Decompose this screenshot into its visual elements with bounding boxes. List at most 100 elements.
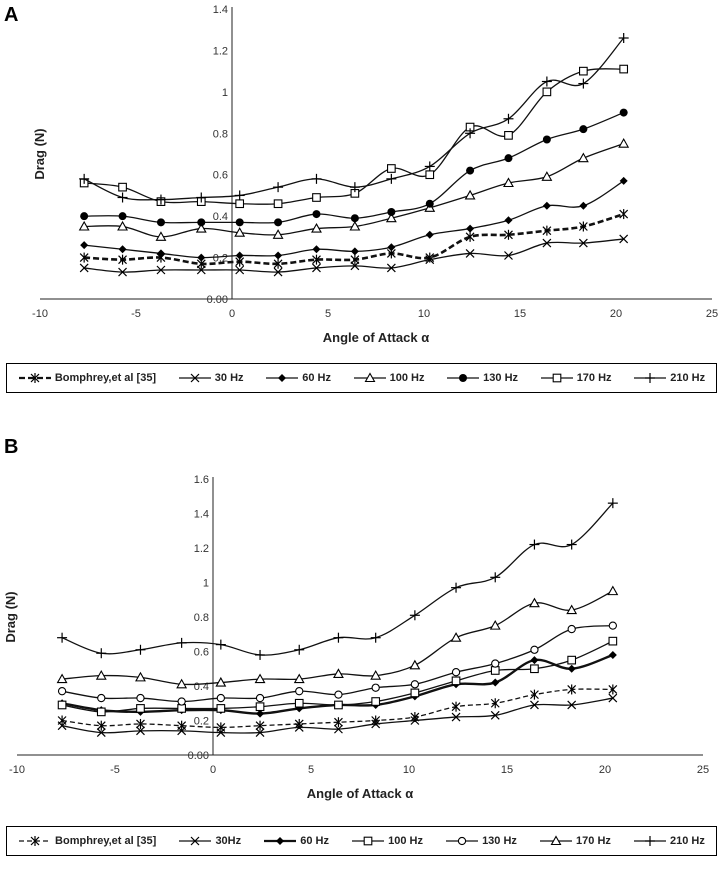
b-legend-item-100-hz: 100 Hz <box>351 834 423 848</box>
a-series-170-hz-point <box>425 170 435 180</box>
a-x-tick-label: 20 <box>610 308 622 320</box>
b-series-130-hz <box>57 621 617 706</box>
a-series-30-hz-point <box>273 267 283 277</box>
b-series-bomphrey-et-al-35-point <box>334 717 343 728</box>
a-series-bomphrey-et-al-35-point <box>578 221 588 232</box>
a-series-130-hz-point <box>156 218 165 227</box>
b-series-100-hz-point <box>410 688 420 698</box>
a-legend-item-bomphrey-et-al-35: Bomphrey,et al [35] <box>18 371 156 385</box>
a-series-bomphrey-et-al-35 <box>79 209 629 269</box>
b-y-axis-label: Drag (N) <box>3 591 18 642</box>
b-series-100-hz-point <box>136 704 145 713</box>
b-x-tick-label: -5 <box>110 764 120 776</box>
a-y-tick-label: 0.4 <box>213 211 228 223</box>
a-series-30-hz-point <box>118 267 127 277</box>
b-series-60-hz-point <box>256 709 265 718</box>
b-series-100-hz-point <box>57 700 67 710</box>
b-series-bomphrey-et-al-35-point <box>608 684 618 695</box>
a-series-170-hz-point <box>579 66 588 76</box>
b-legend-label: 30Hz <box>215 835 242 847</box>
b-series-130-hz-point <box>371 683 380 692</box>
a-legend-swatch-bomphrey-et-al-35 <box>18 373 51 383</box>
a-series-210-hz-line <box>83 37 625 201</box>
b-series-170-hz <box>56 585 619 689</box>
a-series-60-hz-point <box>274 251 283 260</box>
b-series-170-hz-point <box>450 632 462 642</box>
b-series-130-hz-point <box>334 690 343 699</box>
a-series-100-hz-point <box>618 138 630 148</box>
b-series-130-hz-point <box>530 645 539 654</box>
a-series-bomphrey-et-al-35-point <box>619 209 629 220</box>
b-series-100-hz-point <box>177 704 186 713</box>
b-series-210-hz-point <box>176 637 187 648</box>
a-legend-label: 170 Hz <box>576 372 612 384</box>
a-legend-marker <box>278 374 287 382</box>
a-series-210-hz-point <box>311 173 322 184</box>
a-series-60-hz-point <box>387 243 396 252</box>
b-series-30hz-point <box>371 719 381 729</box>
a-series-30-hz-point <box>425 255 435 265</box>
b-series-130-hz-point <box>97 693 106 703</box>
a-series-30-hz-point <box>504 251 513 260</box>
a-series-210-hz-point <box>234 190 245 201</box>
b-series-210-hz-point <box>333 632 344 643</box>
b-x-tick-label: -10 <box>9 764 25 776</box>
b-series-170-hz-point <box>176 678 188 689</box>
b-legend-label: 60 Hz <box>300 835 329 847</box>
a-series-210-hz-point <box>386 173 397 184</box>
b-x-tick-label: 10 <box>403 764 415 776</box>
a-series-170-hz-point <box>542 87 552 97</box>
a-x-tick-label: 25 <box>706 308 718 320</box>
b-series-100-hz-point <box>530 664 539 674</box>
a-y-axis-label: Drag (N) <box>32 128 47 179</box>
b-series-210-hz-point <box>607 498 618 509</box>
b-x-tick-label: 15 <box>501 764 513 776</box>
b-x-tick-label: 20 <box>599 764 611 776</box>
b-series-60-hz-point <box>491 678 500 687</box>
a-y-tick-label: 1 <box>222 87 228 99</box>
legend-b: Bomphrey,et al [35] 30Hz 60 Hz 100 Hz 130 Hz… <box>6 826 717 856</box>
a-series-130-hz-point <box>425 199 434 208</box>
a-series-210-hz-point <box>155 194 166 205</box>
b-series-100-hz-point <box>371 697 381 706</box>
a-legend-marker <box>645 373 656 383</box>
b-series-210-hz-point <box>409 610 420 621</box>
b-series-130-hz-point <box>177 697 186 706</box>
b-series-170-hz-point <box>293 673 305 684</box>
a-series-210-hz-point <box>541 76 552 87</box>
b-legend-swatch-130-hz <box>446 836 479 846</box>
a-series-100-hz-point <box>577 152 589 163</box>
panel-a-letter: A <box>4 4 19 26</box>
a-series-30-hz-point <box>465 249 475 258</box>
b-series-30hz-point <box>567 700 577 710</box>
a-series-bomphrey-et-al-35-point <box>504 229 513 240</box>
a-series-130-hz-point <box>274 218 283 227</box>
b-legend-swatch-210-hz <box>634 836 666 846</box>
b-series-210-hz-point <box>255 649 266 660</box>
a-x-tick-label: -10 <box>32 308 48 320</box>
a-legend-marker <box>459 374 468 382</box>
a-legend-swatch-170-hz <box>540 373 573 383</box>
a-series-60-hz <box>80 176 628 262</box>
b-series-210-hz-point <box>294 644 305 655</box>
b-series-210-hz <box>57 498 618 660</box>
b-x-tick-label: 25 <box>697 764 709 776</box>
a-series-170-hz-point <box>273 199 283 209</box>
a-series-100-hz-point <box>311 222 322 233</box>
b-legend-marker <box>645 836 655 846</box>
a-series-130-hz-point <box>197 218 206 227</box>
a-series-130-hz-point <box>350 214 359 223</box>
b-series-bomphrey-et-al-35-point <box>567 684 577 695</box>
a-series-100-hz-point <box>117 220 129 231</box>
chart-b: -10 -5 0 5 10 15 20 25 0.00 0.2 0.4 0.6 0.8 1 1.2 1.4 1.… <box>3 474 709 801</box>
a-series-bomphrey-et-al-35-point <box>350 254 360 265</box>
b-series-170-hz-point <box>95 670 107 680</box>
a-legend-item-130-hz: 130 Hz <box>446 371 518 385</box>
b-legend-marker <box>30 836 40 846</box>
b-series-30hz-point <box>410 716 420 725</box>
b-series-60-hz-point <box>608 650 617 659</box>
a-series-60-hz-point <box>579 201 588 210</box>
b-legend-marker <box>457 836 467 846</box>
legend-a: Bomphrey,et al [35] 30 Hz 60 Hz 100 Hz 130 H… <box>6 363 717 393</box>
b-y-tick-label: 1 <box>203 578 209 590</box>
